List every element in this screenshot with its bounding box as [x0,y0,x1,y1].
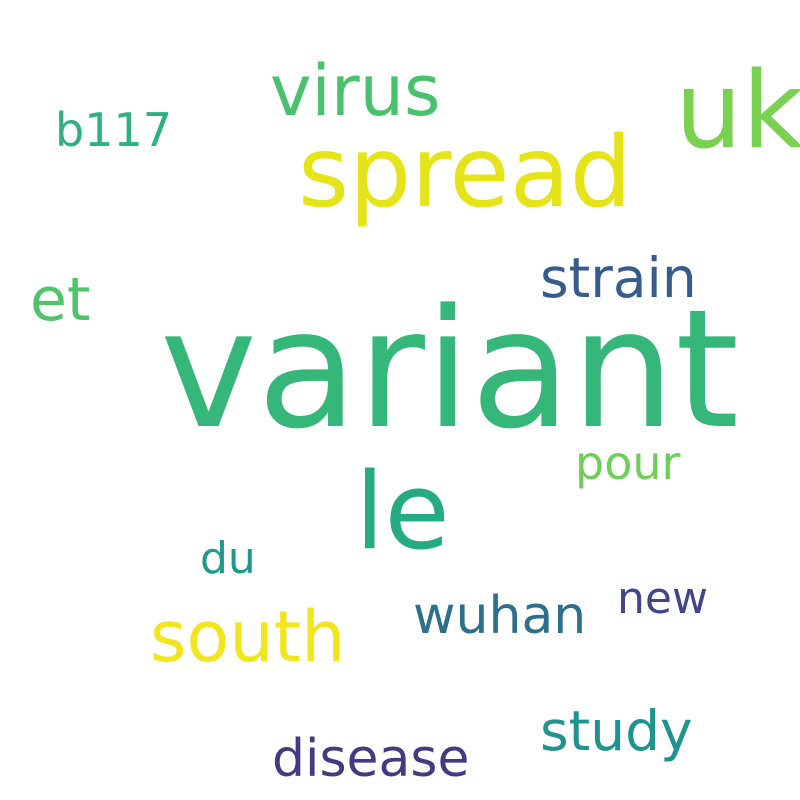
word-du: du [200,533,256,584]
word-new: new [617,573,708,624]
word-le: le [355,450,450,573]
word-disease: disease [272,729,470,789]
word-pour: pour [575,436,681,490]
word-wuhan: wuhan [413,586,587,646]
word-et: et [30,265,91,335]
word-uk: uk [675,49,800,172]
word-variant: variant [160,274,740,465]
word-virus: virus [270,50,441,132]
word-b117: b117 [55,103,172,157]
word-south: south [150,596,346,678]
word-strain: strain [540,246,697,310]
word-study: study [540,699,693,763]
word-spread: spread [298,116,632,230]
